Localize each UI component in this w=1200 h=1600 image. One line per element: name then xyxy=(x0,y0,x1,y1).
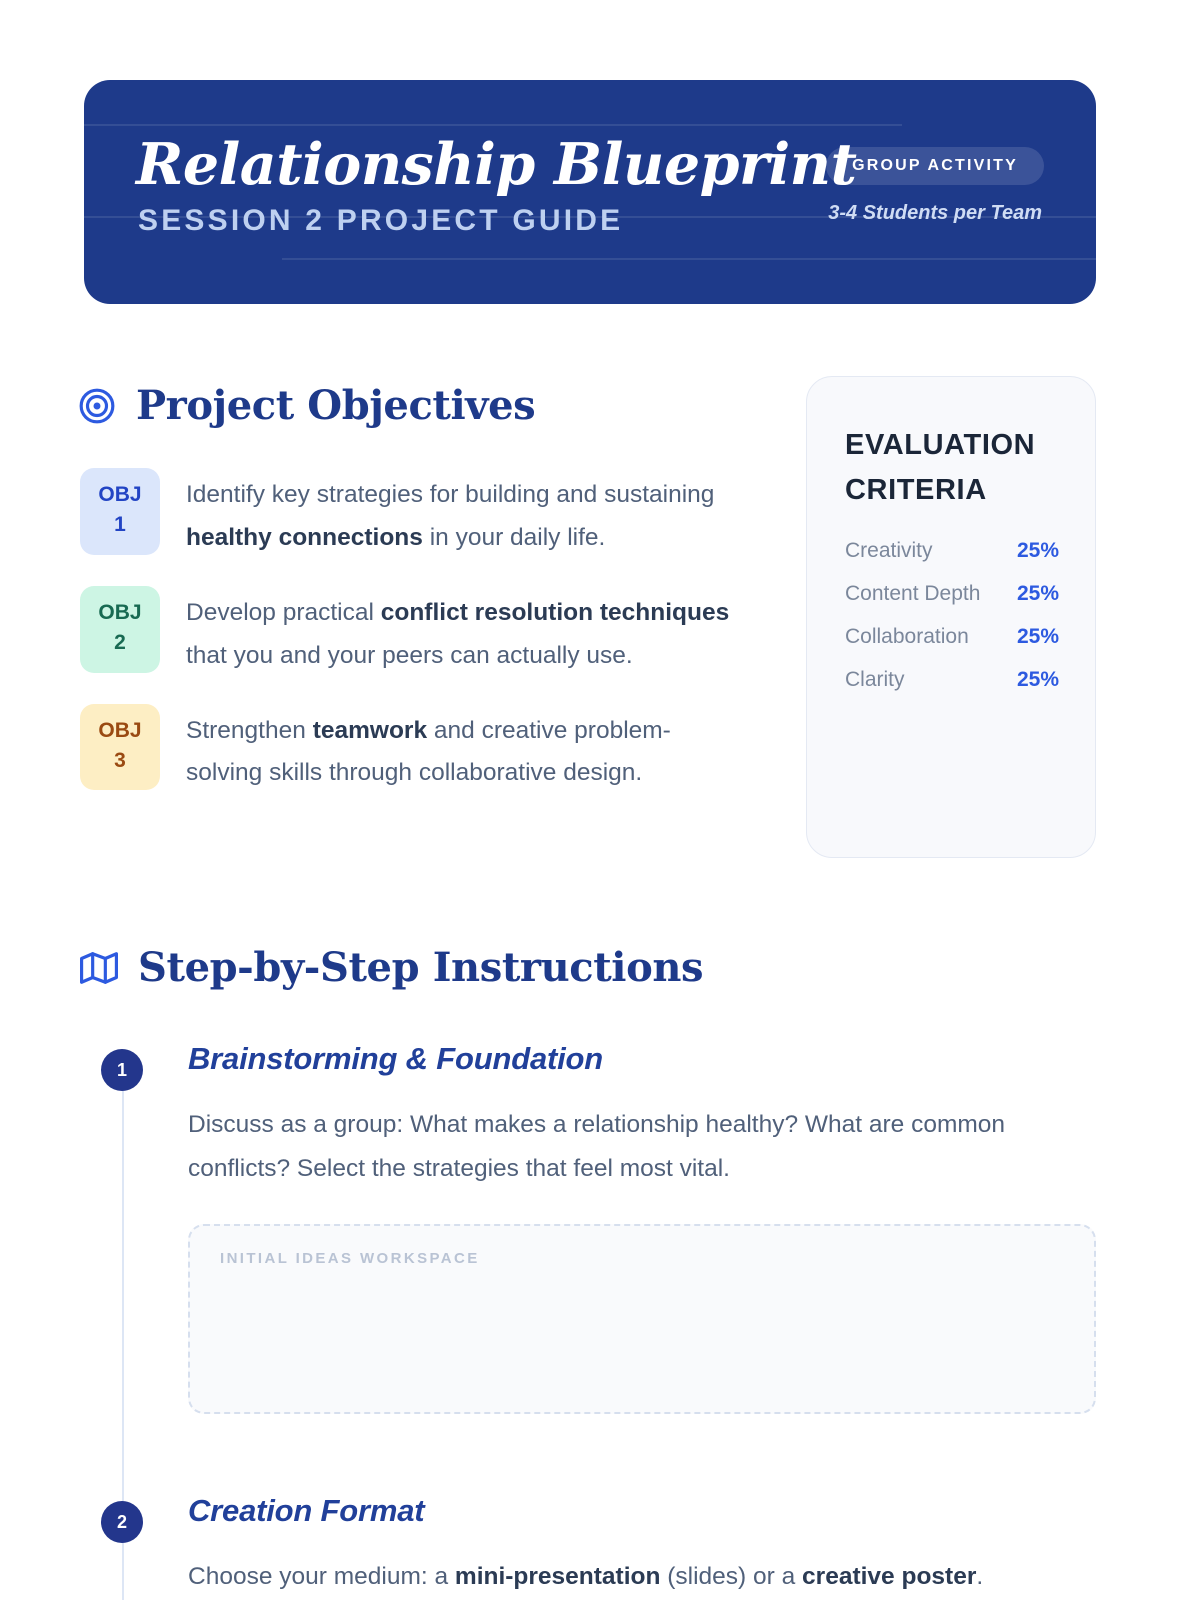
page-title: Relationship Blueprint xyxy=(136,131,857,198)
objective-badge-label: OBJ xyxy=(98,483,142,506)
objective-text-bold: conflict resolution techniques xyxy=(380,598,730,626)
initial-ideas-workspace[interactable]: INITIAL IDEAS WORKSPACE xyxy=(188,1224,1096,1415)
evaluation-value: 25% xyxy=(1016,538,1059,562)
objective-item: OBJ 1 Identify key strategies for buildi… xyxy=(80,468,740,560)
instructions-section-heading: Step-by-Step Instructions xyxy=(80,944,704,991)
objective-text: Strengthen teamwork and creative problem… xyxy=(186,704,740,796)
objective-text-after: that you and your peers can actually use… xyxy=(186,641,633,669)
evaluation-card-title: EVALUATION CRITERIA xyxy=(845,429,1036,506)
evaluation-label: Collaboration xyxy=(845,624,969,648)
evaluation-row: Collaboration 25% xyxy=(845,625,1059,649)
step-body-bold-1: mini-presentation xyxy=(454,1563,661,1591)
workspace-placeholder-label: INITIAL IDEAS WORKSPACE xyxy=(220,1250,480,1268)
steps-list: 1 Brainstorming & Foundation Discuss as … xyxy=(96,1036,1096,1600)
evaluation-label: Content Depth xyxy=(845,581,981,605)
step-item: 1 Brainstorming & Foundation Discuss as … xyxy=(96,1041,1096,1415)
evaluation-row: Content Depth 25% xyxy=(845,582,1059,606)
step-title: Creation Format xyxy=(188,1493,425,1529)
evaluation-row: Clarity 25% xyxy=(845,668,1059,692)
evaluation-label: Creativity xyxy=(845,538,933,562)
objective-badge-label: OBJ xyxy=(98,600,142,624)
page-header: Relationship Blueprint SESSION 2 PROJECT… xyxy=(84,80,1096,304)
objective-text-bold: teamwork xyxy=(312,716,428,744)
objective-text-before: Strengthen xyxy=(186,716,313,744)
objective-badge: OBJ 1 xyxy=(80,468,160,555)
step-body-mid: (slides) or a xyxy=(660,1563,803,1591)
objective-badge-label: OBJ xyxy=(98,718,142,742)
objectives-heading-text: Project Objectives xyxy=(136,382,536,429)
objective-text: Develop practical conflict resolution te… xyxy=(186,586,740,678)
objective-badge-number: 1 xyxy=(114,513,126,537)
header-decor-line-3 xyxy=(282,258,1096,260)
step-body: Choose your medium: a mini-presentation … xyxy=(188,1555,1078,1599)
objective-badge: OBJ 3 xyxy=(80,703,160,791)
step-body: Discuss as a group: What makes a relatio… xyxy=(188,1111,1006,1182)
objective-text-before: Identify key strategies for building and… xyxy=(186,481,715,508)
objective-text: Identify key strategies for building and… xyxy=(186,468,740,560)
step-spacer xyxy=(96,1414,1096,1488)
map-icon xyxy=(80,949,118,987)
objective-item: OBJ 3 Strengthen teamwork and creative p… xyxy=(80,703,740,796)
objectives-section-heading: Project Objectives xyxy=(78,382,536,429)
target-icon xyxy=(78,387,116,425)
objective-text-bold: healthy connections xyxy=(186,523,423,551)
team-size-note: 3-4 Students per Team xyxy=(828,202,1042,224)
evaluation-value: 25% xyxy=(1016,581,1059,605)
timeline-connector xyxy=(122,1072,124,1600)
step-body-bold-2: creative poster xyxy=(802,1563,977,1591)
step-body-before: Choose your medium: a xyxy=(188,1563,455,1591)
step-number-badge: 1 xyxy=(101,1049,143,1091)
objective-badge-number: 3 xyxy=(114,748,126,772)
objective-text-before: Develop practical xyxy=(186,598,381,626)
step-number-badge: 2 xyxy=(101,1501,143,1544)
evaluation-value: 25% xyxy=(1016,624,1059,648)
objective-item: OBJ 2 Develop practical conflict resolut… xyxy=(80,585,740,678)
objective-text-after: and creative problem-solving skills thro… xyxy=(186,716,671,787)
objective-text-after: in your daily life. xyxy=(422,523,606,551)
page-subtitle: SESSION 2 PROJECT GUIDE xyxy=(138,204,624,237)
step-body-after: . xyxy=(976,1563,984,1591)
group-activity-badge: GROUP ACTIVITY xyxy=(826,147,1044,185)
step-item: 2 Creation Format Choose your medium: a … xyxy=(96,1493,1096,1599)
evaluation-criteria-card: EVALUATION CRITERIA Creativity 25% Conte… xyxy=(806,376,1096,858)
instructions-heading-text: Step-by-Step Instructions xyxy=(138,944,704,991)
objectives-list: OBJ 1 Identify key strategies for buildi… xyxy=(80,468,740,821)
step-title: Brainstorming & Foundation xyxy=(188,1041,603,1076)
evaluation-label: Clarity xyxy=(845,667,905,691)
objective-badge: OBJ 2 xyxy=(80,585,160,673)
evaluation-row: Creativity 25% xyxy=(845,539,1059,563)
evaluation-value: 25% xyxy=(1016,667,1059,691)
header-decor-line-2 xyxy=(84,216,1096,218)
header-decor-line-1 xyxy=(84,124,902,126)
objective-badge-number: 2 xyxy=(114,631,126,655)
